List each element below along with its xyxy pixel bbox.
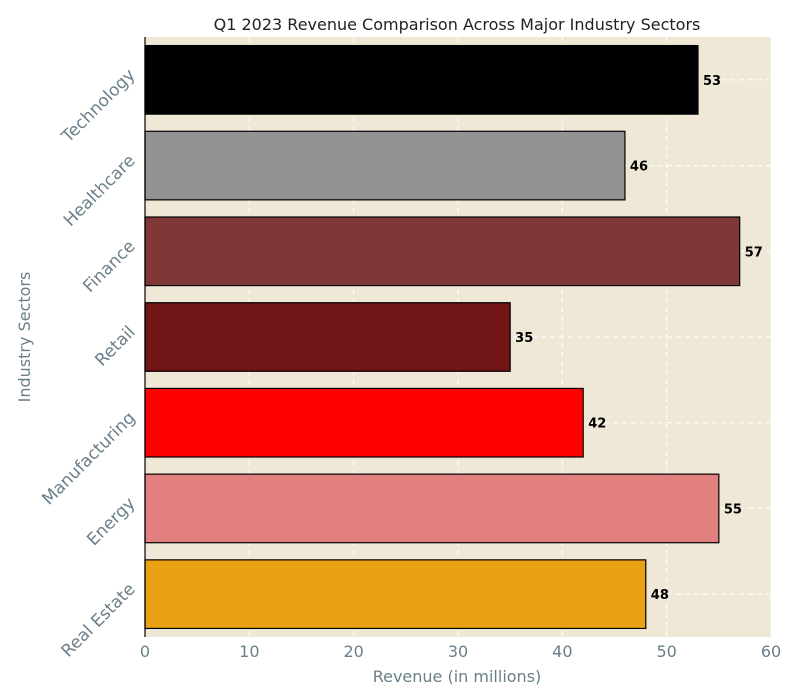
x-tick-label: 20	[343, 642, 363, 661]
data-labels: 53 46 57 35 42 55 48	[515, 74, 763, 603]
y-tick-label: Energy	[83, 494, 139, 550]
y-tick-label: Retail	[91, 322, 139, 370]
data-label: 48	[651, 588, 669, 603]
data-label: 46	[630, 160, 648, 175]
y-tick-label: Healthcare	[60, 151, 140, 231]
bars	[144, 37, 741, 637]
bar-energy	[144, 473, 720, 544]
y-axis-label: Industry Sectors	[15, 272, 34, 403]
chart-title: Q1 2023 Revenue Comparison Across Major …	[214, 15, 701, 34]
x-tick-label: 30	[448, 642, 468, 661]
data-label: 42	[588, 417, 606, 432]
data-label: 35	[515, 331, 533, 346]
data-label: 55	[724, 502, 742, 517]
data-label: 53	[703, 74, 721, 89]
x-axis-label: Revenue (in millions)	[373, 667, 542, 686]
x-tick-label: 40	[552, 642, 572, 661]
bar-manufacturing	[144, 387, 584, 458]
y-tick-label: Technology	[57, 65, 139, 147]
y-axis-categories: TechnologyHealthcareFinanceRetailManufac…	[38, 65, 139, 661]
bar-real-estate	[144, 559, 647, 630]
x-axis-ticks: 0 10 20 30 40 50 60	[140, 642, 781, 661]
data-label: 57	[745, 245, 763, 260]
bar-retail	[144, 302, 511, 372]
bar-technology	[144, 44, 699, 115]
x-tick-label: 50	[656, 642, 676, 661]
y-tick-label: Finance	[79, 237, 139, 297]
x-tick-label: 0	[140, 642, 150, 661]
y-tick-label: Real Estate	[58, 580, 140, 662]
bar-healthcare	[144, 130, 626, 201]
bar-finance	[144, 216, 741, 287]
x-tick-label: 10	[239, 642, 259, 661]
x-tick-label: 60	[761, 642, 781, 661]
